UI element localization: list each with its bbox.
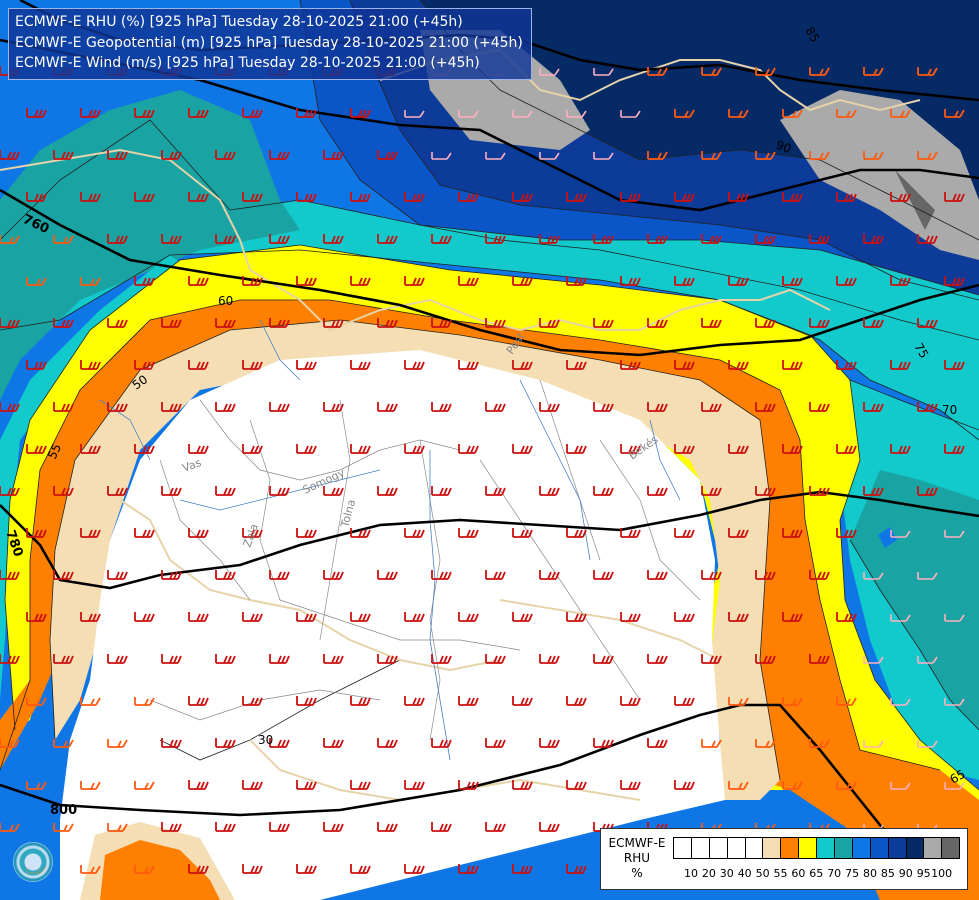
legend-swatch (816, 837, 836, 859)
rhu-label-90: 90 (774, 138, 793, 156)
legend-swatch (726, 837, 746, 859)
legend-swatch (869, 837, 889, 859)
legend-tick-label: 20 (701, 867, 716, 880)
legend-title-unit: % (631, 866, 643, 880)
legend-title-model: ECMWF-E (608, 836, 666, 850)
legend-tick-label: 90 (898, 867, 913, 880)
legend-tick-label: 30 (719, 867, 734, 880)
geopotential-label-800: 800 (50, 803, 77, 818)
legend-tick-label: 75 (845, 867, 860, 880)
rhu-label-85: 85 (802, 25, 822, 45)
rhu-label-55: 55 (45, 442, 64, 462)
legend-swatch (798, 837, 818, 859)
legend-swatch (923, 837, 943, 859)
legend-tick-label: 55 (773, 867, 788, 880)
rhu-band-darkgrey (895, 170, 935, 230)
rhu-contour-lines (0, 0, 979, 791)
title-box: ECMWF-E RHU (%) [925 hPa] Tuesday 28-10-… (8, 8, 532, 80)
title-line-wind: ECMWF-E Wind (m/s) [925 hPa] Tuesday 28-… (15, 55, 480, 71)
legend-swatch (780, 837, 800, 859)
legend-swatch (744, 837, 764, 859)
legend-tick-label: 80 (863, 867, 877, 880)
rhu-band-orange-sw-inner (100, 840, 220, 900)
logo-icon (13, 842, 53, 882)
legend-ticks: 10 20 30 40 50 55 60 65 70 75 80 85 90 95 100 (673, 867, 963, 883)
legend-tick-label: 70 (827, 867, 842, 880)
legend-title: ECMWF-E RHU % (603, 836, 671, 881)
legend-tick-label: 85 (880, 867, 895, 880)
legend-swatch (708, 837, 728, 859)
rhu-band-cyan-west (0, 255, 190, 700)
region-label-vas: Vas (181, 456, 204, 475)
rhu-label-65: 65 (948, 767, 968, 787)
rhu-label-30: 30 (258, 733, 273, 747)
rhu-band-blue-spot (878, 527, 897, 548)
rhu-band-navy (420, 0, 979, 240)
legend-swatches (673, 837, 961, 859)
rhu-band-teal-west (0, 90, 300, 400)
title-line-geopotential: ECMWF-E Geopotential (m) [925 hPa] Tuesd… (15, 34, 523, 51)
legend-swatch (673, 837, 692, 859)
rhu-legend: ECMWF-E RHU % 10 20 30 40 50 55 60 65 70 75 80 85 90… (600, 828, 968, 890)
legend-swatch (851, 837, 871, 859)
legend-tick-label: 60 (791, 867, 806, 880)
legend-title-variable: RHU (623, 851, 651, 865)
legend-tick-label: 95 (916, 867, 931, 880)
legend-tick-label: 10 (684, 867, 698, 880)
legend-tick-label: 40 (737, 867, 752, 880)
legend-swatch (905, 837, 925, 859)
legend-swatch (690, 837, 710, 859)
legend-swatch (834, 837, 853, 859)
legend-tick-label: 50 (755, 867, 770, 880)
rhu-label-60: 60 (218, 294, 233, 308)
legend-swatch (887, 837, 907, 859)
legend-swatch (762, 837, 782, 859)
legend-tick-label: 65 (809, 867, 824, 880)
rhu-band-white (60, 350, 725, 900)
rhu-label-75: 75 (911, 341, 931, 361)
county-lines (149, 379, 701, 741)
legend-swatch (941, 837, 961, 859)
title-line-rhu: ECMWF-E RHU (%) [925 hPa] Tuesday 28-10-… (15, 14, 463, 30)
rhu-label-70: 70 (942, 403, 957, 417)
legend-tick-label: 100 (931, 867, 953, 880)
